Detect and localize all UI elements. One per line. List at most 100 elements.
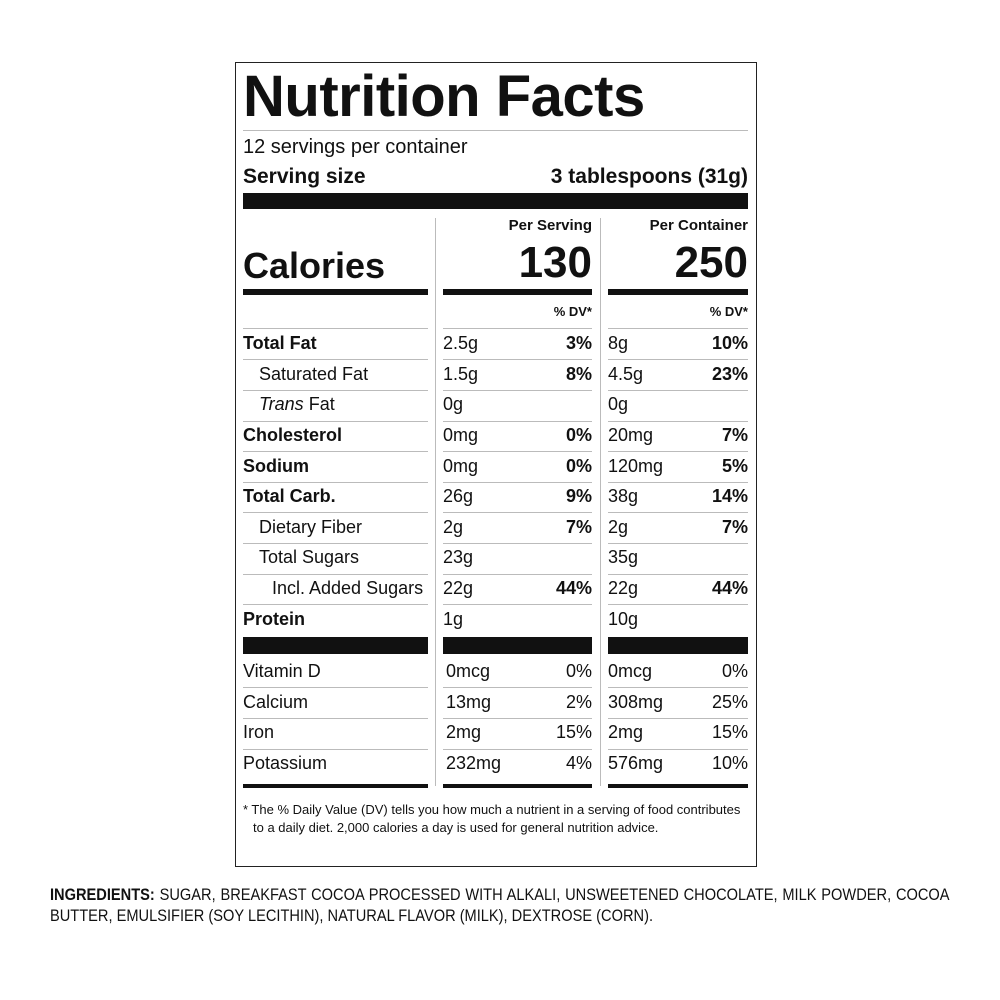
dv: 23% <box>711 363 748 384</box>
dv: 5% <box>721 455 748 476</box>
divider <box>608 421 748 422</box>
divider <box>243 687 428 688</box>
amount: 23g <box>443 547 474 568</box>
vitamin-label: Vitamin D <box>243 661 321 682</box>
label: Fat <box>308 394 335 415</box>
amount: 1g <box>443 608 464 629</box>
divider <box>243 390 428 391</box>
dv: 0% <box>565 661 592 682</box>
amount: 1.5g <box>443 363 479 384</box>
amount: 38g <box>608 486 639 507</box>
amount: 20mg <box>608 425 654 445</box>
dv: 2% <box>565 691 592 712</box>
divider <box>608 512 748 513</box>
nutrient-label: Sodium <box>243 455 309 476</box>
divider <box>443 328 592 329</box>
amount: 22g <box>608 578 639 598</box>
rule <box>608 784 748 788</box>
amount: 26g <box>443 486 474 507</box>
divider <box>443 482 592 483</box>
amount: 13mg <box>446 691 492 712</box>
divider <box>608 390 748 391</box>
nutrient-label: Trans Fat <box>259 394 335 416</box>
dv-header: % DV* <box>553 304 592 320</box>
divider <box>443 390 592 391</box>
amount: 232mg <box>446 753 502 773</box>
column-header: Per Container <box>649 217 748 234</box>
rule <box>243 193 748 209</box>
vitamin-label: Calcium <box>243 691 309 712</box>
divider <box>243 604 428 605</box>
serving-size-label: Serving size <box>243 165 366 189</box>
divider <box>243 543 428 544</box>
rule <box>443 637 592 654</box>
dv-header: % DV* <box>709 304 748 320</box>
amount: 0g <box>608 394 629 415</box>
dv: 9% <box>565 486 592 507</box>
amount: 8g <box>608 333 629 354</box>
label-italic: Trans <box>259 394 304 415</box>
nutrient-label: Saturated Fat <box>259 363 369 384</box>
rule <box>243 289 428 295</box>
divider <box>243 328 428 329</box>
divider <box>608 328 748 329</box>
rule <box>243 637 428 654</box>
divider <box>243 574 428 575</box>
divider <box>443 687 592 688</box>
amount: 2mg <box>446 722 482 743</box>
dv: 7% <box>565 516 592 537</box>
divider <box>608 482 748 483</box>
divider <box>243 749 428 750</box>
rule <box>608 289 748 295</box>
dv: 4% <box>565 753 592 773</box>
divider <box>243 512 428 513</box>
amount: 308mg <box>608 691 664 712</box>
divider <box>608 451 748 452</box>
divider <box>443 451 592 452</box>
amount: 35g <box>608 547 639 568</box>
amount: 10g <box>608 608 639 629</box>
column-separator <box>435 218 436 786</box>
ingredients-text: SUGAR, BREAKFAST COCOA PROCESSED WITH AL… <box>50 885 950 925</box>
rule <box>243 784 428 788</box>
column-separator <box>600 218 601 786</box>
divider <box>608 687 748 688</box>
dv: 14% <box>711 486 748 507</box>
dv: 7% <box>721 516 748 537</box>
divider <box>243 359 428 360</box>
divider <box>443 574 592 575</box>
amount: 0g <box>443 394 464 415</box>
rule <box>443 289 592 295</box>
nutrient-label: Incl. Added Sugars <box>272 578 424 598</box>
vitamin-label: Iron <box>243 722 275 743</box>
divider <box>443 512 592 513</box>
dv: 44% <box>555 578 592 598</box>
amount: 2mg <box>608 722 644 743</box>
divider <box>443 604 592 605</box>
dv: 44% <box>711 578 748 598</box>
serving-size-value: 3 tablespoons (31g) <box>550 165 748 189</box>
divider <box>443 543 592 544</box>
amount: 0mg <box>443 455 479 476</box>
divider <box>443 359 592 360</box>
amount: 2.5g <box>443 333 479 354</box>
amount: 2g <box>608 516 629 537</box>
nutrient-label: Total Carb. <box>243 486 336 507</box>
rule <box>608 637 748 654</box>
divider <box>608 543 748 544</box>
nutrient-label: Total Fat <box>243 333 317 354</box>
divider <box>443 718 592 719</box>
divider <box>608 574 748 575</box>
divider <box>243 718 428 719</box>
rule <box>443 784 592 788</box>
dv: 8% <box>565 363 592 384</box>
amount: 22g <box>443 578 474 598</box>
divider <box>243 451 428 452</box>
dv: 0% <box>721 661 748 682</box>
dv: 15% <box>555 722 592 743</box>
divider <box>608 718 748 719</box>
ingredients-label: INGREDIENTS: <box>50 885 155 904</box>
amount: 120mg <box>608 455 664 476</box>
amount: 2g <box>443 516 464 537</box>
